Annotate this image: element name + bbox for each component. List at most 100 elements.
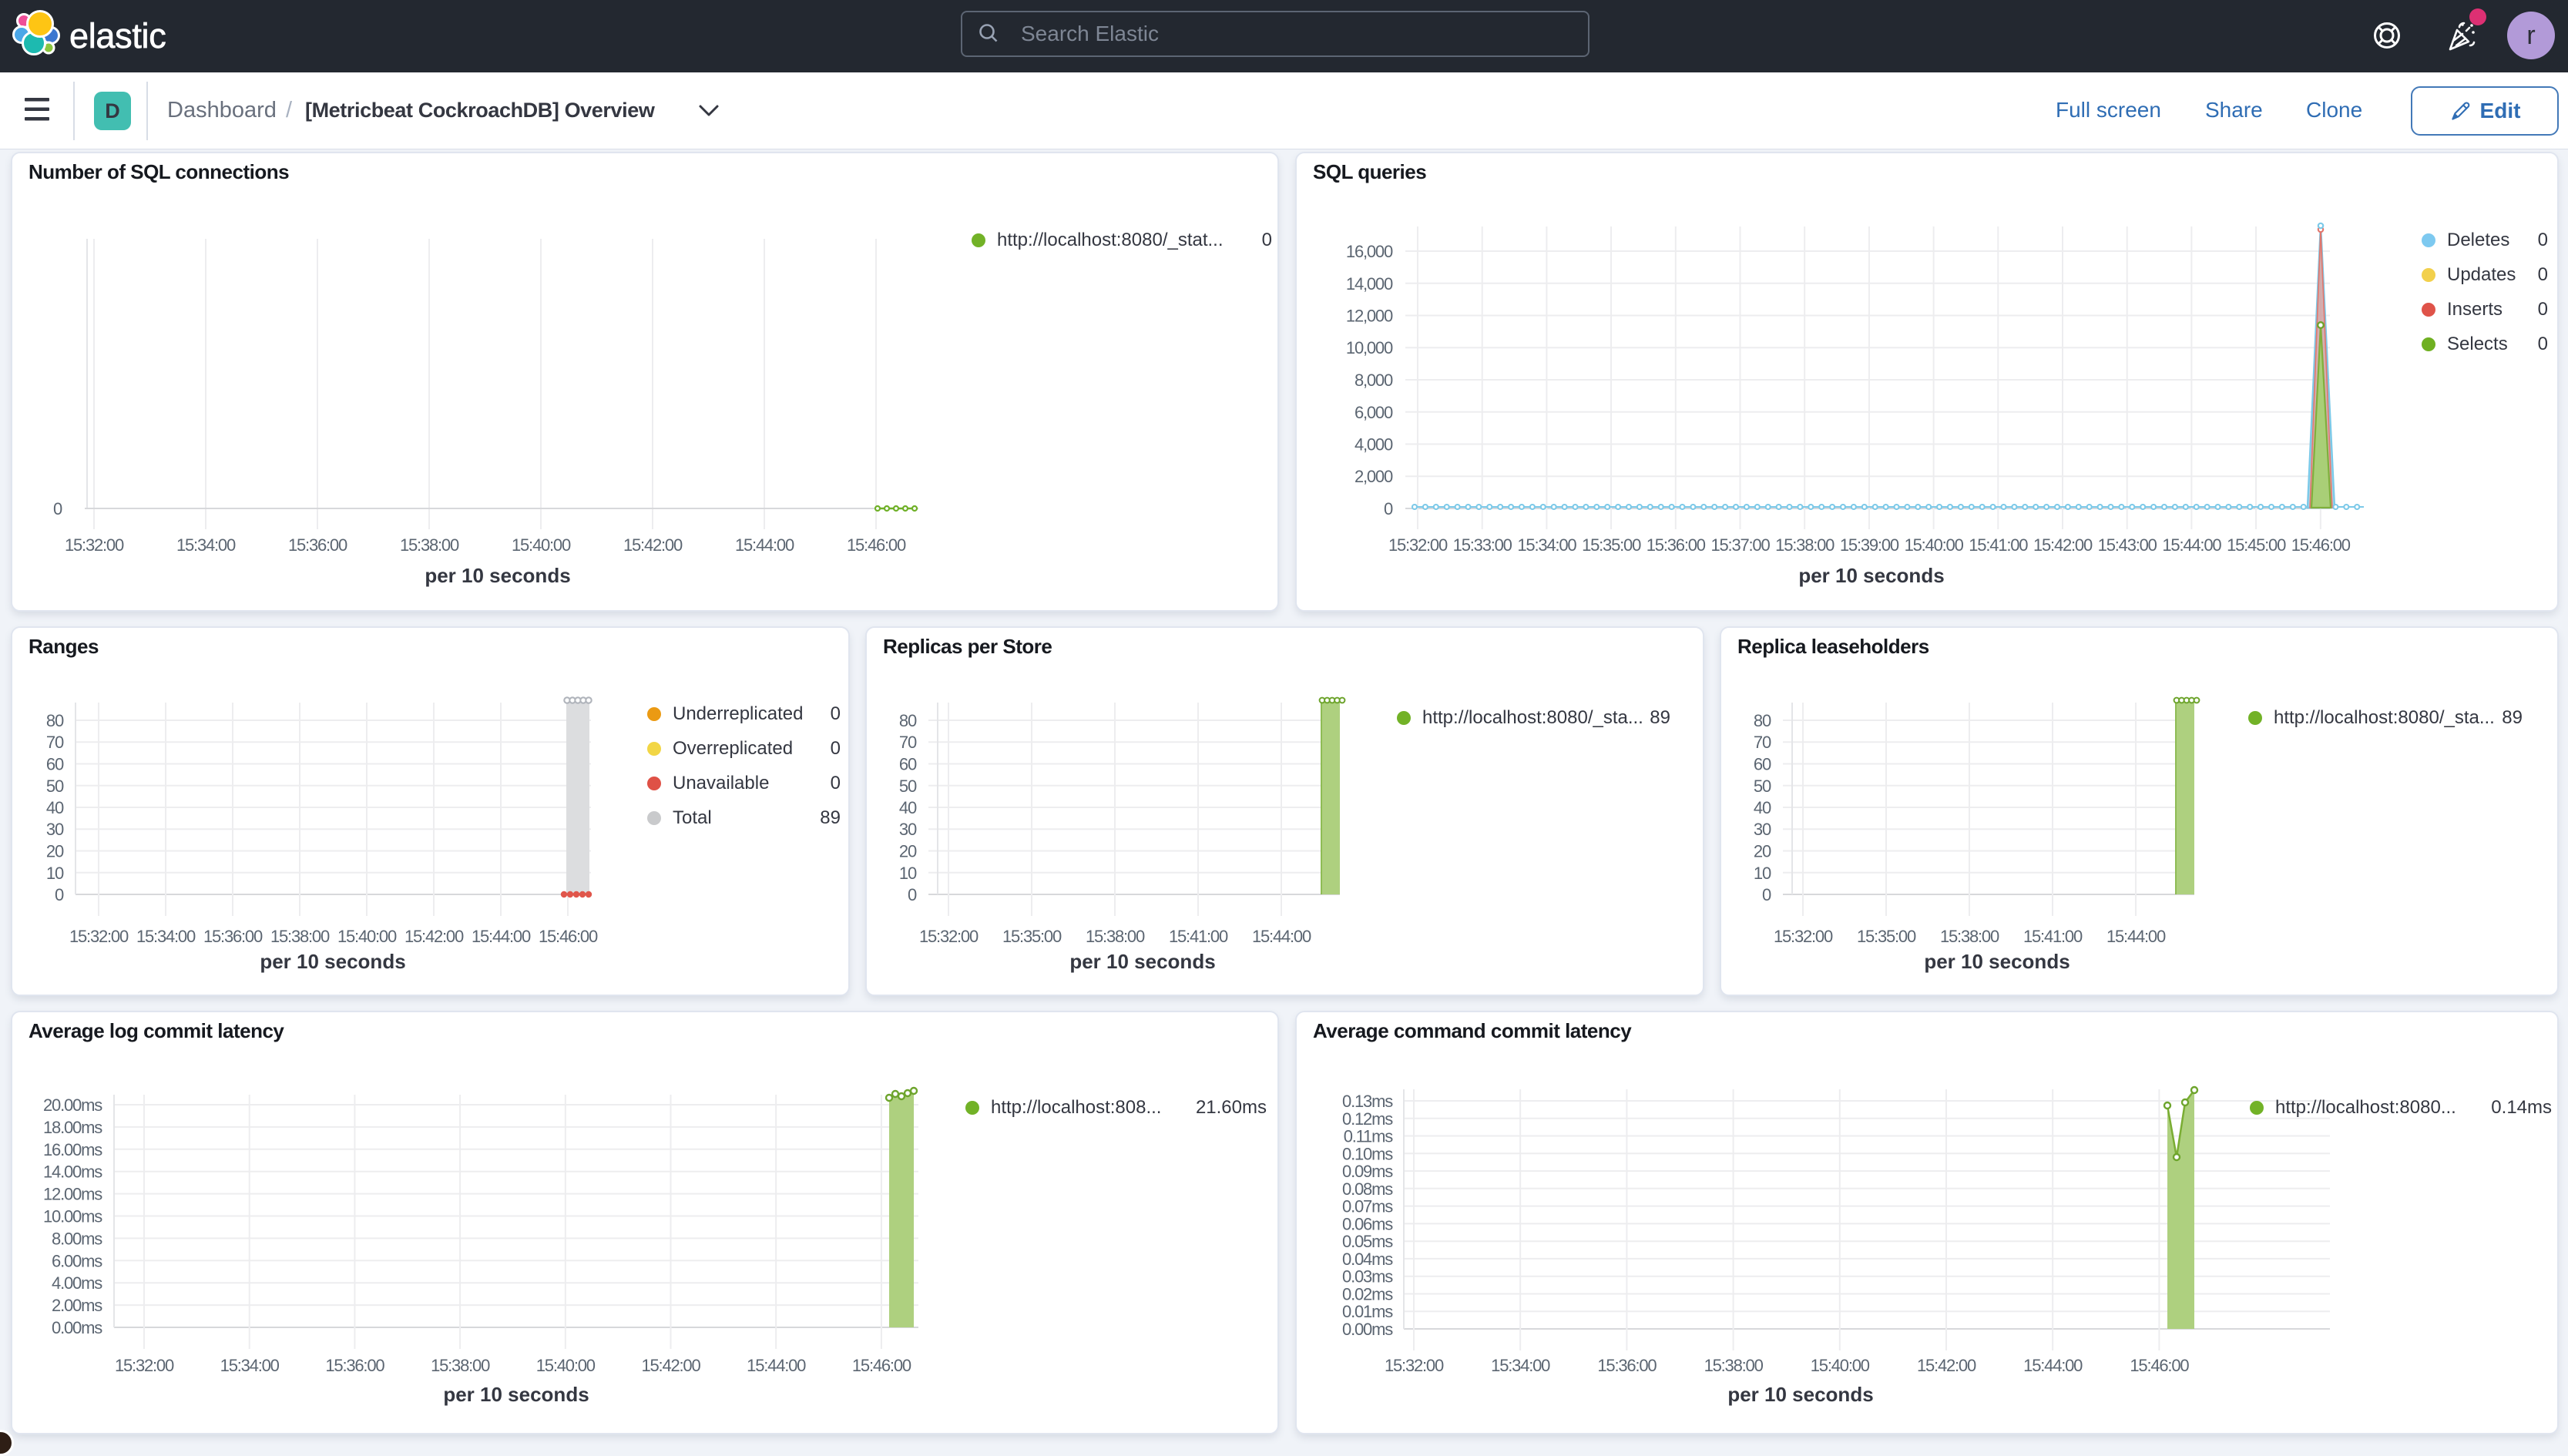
- svg-text:10,000: 10,000: [1346, 338, 1393, 357]
- svg-text:15:41:00: 15:41:00: [2023, 927, 2083, 946]
- svg-text:15:45:00: 15:45:00: [2227, 535, 2286, 555]
- svg-text:80: 80: [46, 711, 64, 730]
- svg-text:15:38:00: 15:38:00: [1704, 1356, 1764, 1375]
- svg-text:15:37:00: 15:37:00: [1710, 535, 1770, 555]
- svg-text:15:38:00: 15:38:00: [1086, 927, 1145, 946]
- svg-text:30: 30: [46, 820, 64, 839]
- svg-text:70: 70: [899, 733, 917, 752]
- svg-text:10: 10: [46, 864, 64, 883]
- svg-text:per 10 seconds: per 10 seconds: [1924, 950, 2070, 973]
- svg-text:2.00ms: 2.00ms: [52, 1296, 102, 1315]
- svg-text:15:40:00: 15:40:00: [512, 535, 571, 555]
- svg-text:15:46:00: 15:46:00: [2130, 1356, 2189, 1375]
- svg-text:0: 0: [1762, 885, 1771, 904]
- svg-text:6.00ms: 6.00ms: [52, 1251, 102, 1270]
- svg-text:0.03ms: 0.03ms: [1342, 1267, 1393, 1287]
- svg-text:15:36:00: 15:36:00: [203, 927, 263, 946]
- svg-text:15:38:00: 15:38:00: [270, 927, 330, 946]
- svg-text:40: 40: [899, 798, 917, 817]
- svg-text:15:44:00: 15:44:00: [2106, 927, 2166, 946]
- svg-text:30: 30: [1754, 820, 1771, 839]
- svg-text:15:44:00: 15:44:00: [1252, 927, 1311, 946]
- svg-text:8.00ms: 8.00ms: [52, 1229, 102, 1248]
- svg-text:0.11ms: 0.11ms: [1344, 1127, 1394, 1146]
- svg-text:2,000: 2,000: [1354, 467, 1393, 486]
- svg-text:50: 50: [899, 777, 917, 796]
- svg-text:15:36:00: 15:36:00: [1597, 1356, 1657, 1375]
- svg-text:15:46:00: 15:46:00: [847, 535, 906, 555]
- svg-text:15:46:00: 15:46:00: [2291, 535, 2351, 555]
- svg-text:15:32:00: 15:32:00: [69, 927, 129, 946]
- svg-text:15:35:00: 15:35:00: [1002, 927, 1062, 946]
- svg-text:15:44:00: 15:44:00: [735, 535, 794, 555]
- svg-text:15:36:00: 15:36:00: [325, 1356, 384, 1375]
- svg-text:0.00ms: 0.00ms: [1342, 1320, 1393, 1339]
- svg-text:10: 10: [899, 864, 917, 883]
- svg-text:12,000: 12,000: [1346, 307, 1393, 326]
- svg-text:14.00ms: 14.00ms: [43, 1162, 102, 1182]
- svg-text:15:44:00: 15:44:00: [2162, 535, 2221, 555]
- svg-text:15:39:00: 15:39:00: [1840, 535, 1899, 555]
- svg-text:15:34:00: 15:34:00: [176, 535, 236, 555]
- svg-text:15:40:00: 15:40:00: [337, 927, 397, 946]
- svg-text:50: 50: [46, 777, 64, 796]
- svg-text:50: 50: [1754, 777, 1771, 796]
- svg-text:6,000: 6,000: [1354, 403, 1393, 422]
- svg-text:per 10 seconds: per 10 seconds: [260, 950, 405, 973]
- svg-text:0.02ms: 0.02ms: [1342, 1285, 1393, 1304]
- svg-text:70: 70: [46, 733, 64, 752]
- svg-text:0.12ms: 0.12ms: [1342, 1109, 1393, 1129]
- svg-text:15:44:00: 15:44:00: [472, 927, 531, 946]
- svg-text:15:46:00: 15:46:00: [539, 927, 598, 946]
- svg-text:0: 0: [55, 885, 64, 904]
- svg-text:0: 0: [1384, 499, 1393, 518]
- svg-text:15:32:00: 15:32:00: [65, 535, 124, 555]
- svg-text:15:34:00: 15:34:00: [136, 927, 196, 946]
- svg-text:15:32:00: 15:32:00: [919, 927, 979, 946]
- svg-text:40: 40: [1754, 798, 1771, 817]
- svg-text:0: 0: [53, 499, 62, 518]
- svg-text:15:44:00: 15:44:00: [747, 1356, 806, 1375]
- svg-text:0.01ms: 0.01ms: [1342, 1302, 1393, 1321]
- svg-text:15:36:00: 15:36:00: [1647, 535, 1706, 555]
- svg-text:15:42:00: 15:42:00: [641, 1356, 700, 1375]
- svg-text:15:32:00: 15:32:00: [1385, 1356, 1444, 1375]
- svg-text:16,000: 16,000: [1346, 242, 1393, 261]
- svg-text:18.00ms: 18.00ms: [43, 1118, 102, 1137]
- svg-text:15:38:00: 15:38:00: [400, 535, 459, 555]
- svg-text:15:36:00: 15:36:00: [288, 535, 347, 555]
- svg-text:15:32:00: 15:32:00: [1388, 535, 1448, 555]
- svg-text:20.00ms: 20.00ms: [43, 1095, 102, 1115]
- svg-text:16.00ms: 16.00ms: [43, 1140, 102, 1159]
- svg-text:0.08ms: 0.08ms: [1342, 1179, 1393, 1199]
- svg-text:4,000: 4,000: [1354, 435, 1393, 455]
- svg-text:15:42:00: 15:42:00: [623, 535, 683, 555]
- svg-text:15:42:00: 15:42:00: [2033, 535, 2093, 555]
- svg-text:15:41:00: 15:41:00: [1969, 535, 2028, 555]
- svg-text:80: 80: [899, 711, 917, 730]
- svg-text:per 10 seconds: per 10 seconds: [425, 564, 570, 587]
- svg-text:15:35:00: 15:35:00: [1582, 535, 1641, 555]
- svg-text:12.00ms: 12.00ms: [43, 1185, 102, 1204]
- svg-text:60: 60: [46, 755, 64, 774]
- svg-text:per 10 seconds: per 10 seconds: [1727, 1383, 1873, 1406]
- svg-text:15:34:00: 15:34:00: [1517, 535, 1576, 555]
- svg-text:10.00ms: 10.00ms: [43, 1207, 102, 1226]
- svg-text:10: 10: [1754, 864, 1771, 883]
- svg-text:0.00ms: 0.00ms: [52, 1318, 102, 1337]
- svg-text:15:38:00: 15:38:00: [431, 1356, 490, 1375]
- svg-text:15:40:00: 15:40:00: [1811, 1356, 1870, 1375]
- svg-text:15:40:00: 15:40:00: [1905, 535, 1964, 555]
- svg-text:per 10 seconds: per 10 seconds: [443, 1383, 589, 1406]
- svg-text:15:42:00: 15:42:00: [405, 927, 464, 946]
- svg-text:40: 40: [46, 798, 64, 817]
- svg-text:14,000: 14,000: [1346, 274, 1393, 294]
- svg-text:r: r: [2526, 21, 2535, 50]
- svg-text:20: 20: [1754, 842, 1771, 861]
- svg-text:0.06ms: 0.06ms: [1342, 1214, 1393, 1233]
- svg-text:20: 20: [46, 842, 64, 861]
- svg-text:0.04ms: 0.04ms: [1342, 1250, 1393, 1269]
- svg-text:15:38:00: 15:38:00: [1775, 535, 1835, 555]
- svg-text:15:34:00: 15:34:00: [220, 1356, 280, 1375]
- svg-text:0.13ms: 0.13ms: [1342, 1092, 1393, 1111]
